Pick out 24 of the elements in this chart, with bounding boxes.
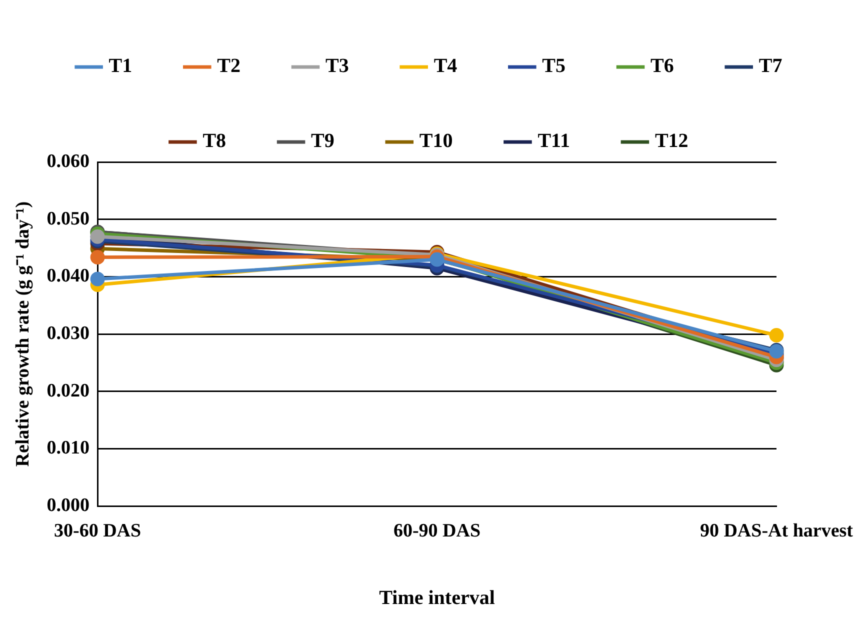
x-tick-label: 90 DAS-At harvest [700,520,854,542]
legend-label: T7 [758,55,782,78]
y-tick-label: 0.040 [46,266,90,287]
legend-label: T4 [434,55,458,78]
y-axis-title: Relative growth rate (g g⁻¹ day⁻¹) [12,201,34,467]
legend-label: T2 [217,55,240,78]
legend-label: T5 [542,55,566,78]
x-tick-label: 30-60 DAS [54,520,142,542]
legend-label: T1 [108,55,132,78]
x-axis-title: Time interval [379,587,496,610]
legend-label: T3 [325,55,349,78]
y-tick-label: 0.030 [46,323,90,344]
legend-label: T8 [202,130,226,152]
y-tick-label: 0.010 [46,438,90,459]
y-tick-label: 0.060 [46,150,90,172]
legend-label: T6 [650,55,674,78]
legend-label: T9 [311,130,334,152]
y-tick-label: 0.000 [46,495,90,516]
y-tick-label: 0.050 [46,208,90,230]
legend-label: T12 [654,130,688,152]
legend-label: T11 [538,130,570,152]
y-tick-label: 0.020 [46,380,90,402]
x-tick-label: 60-90 DAS [393,520,481,542]
legend-label: T10 [419,130,453,152]
